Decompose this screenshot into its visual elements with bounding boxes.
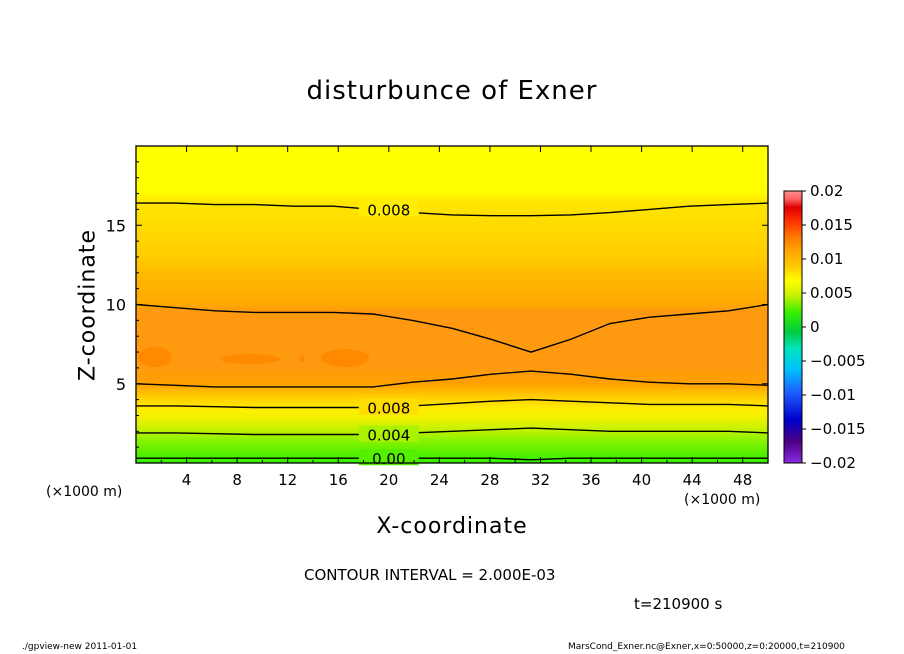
contour-label: 0.008 — [367, 201, 410, 219]
x-unit-left: (×1000 m) — [46, 484, 123, 500]
footer-right: MarsCond_Exner.nc@Exner,x=0:50000,z=0:20… — [568, 642, 845, 652]
colorbar-label: −0.015 — [810, 420, 866, 438]
contour-interval: CONTOUR INTERVAL = 2.000E-03 — [304, 566, 556, 584]
x-tick-label: 36 — [581, 471, 600, 489]
y-tick-label: 5 — [116, 375, 126, 394]
contour-label-bg — [358, 200, 419, 217]
x-tick-label: 32 — [531, 471, 550, 489]
y-axis-label: Z-coordinate — [75, 229, 101, 381]
contour-label-bg — [358, 398, 419, 415]
x-axis-label: X-coordinate — [376, 514, 528, 539]
x-tick-label: 24 — [430, 471, 449, 489]
field-blob — [220, 354, 280, 364]
colorbar-label: 0.015 — [810, 216, 853, 234]
field-blob — [138, 347, 172, 367]
x-unit-right: (×1000 m) — [684, 492, 761, 508]
x-tick-label: 4 — [182, 471, 192, 489]
plot-field — [136, 146, 768, 463]
x-tick-label: 16 — [329, 471, 348, 489]
field-blob — [321, 349, 369, 367]
x-tick-label: 12 — [278, 471, 297, 489]
colorbar-label: 0.01 — [810, 250, 843, 268]
contour-label: 0.004 — [367, 426, 410, 444]
x-tick-label: 28 — [480, 471, 499, 489]
contour-label-bg — [358, 425, 419, 442]
colorbar-label: −0.01 — [810, 386, 856, 404]
contour-label: 0.008 — [367, 400, 410, 418]
colorbar — [783, 190, 803, 464]
x-tick-label: 44 — [683, 471, 702, 489]
colorbar-label: 0.005 — [810, 284, 853, 302]
time-label: t=210900 s — [634, 595, 723, 613]
contour-line — [135, 303, 769, 353]
contour-line — [135, 370, 769, 388]
x-tick-label: 40 — [632, 471, 651, 489]
x-tick-label: 20 — [379, 471, 398, 489]
contour-line — [136, 457, 768, 461]
y-tick-label: 15 — [106, 216, 126, 235]
colorbar-label: −0.005 — [810, 352, 866, 370]
chart-title: disturbunce of Exner — [306, 76, 598, 106]
contour-line — [136, 398, 769, 409]
contour-line — [136, 202, 769, 217]
footer-left: ./gpview-new 2011-01-01 — [22, 642, 138, 652]
colorbar-label: 0 — [810, 318, 820, 336]
colorbar-label: 0.02 — [810, 182, 843, 200]
contour-line — [136, 427, 769, 436]
field-blob — [299, 356, 305, 362]
x-tick-label: 8 — [232, 471, 242, 489]
x-tick-label: 48 — [733, 471, 752, 489]
colorbar-label: −0.02 — [810, 454, 856, 472]
y-tick-label: 10 — [106, 296, 126, 315]
